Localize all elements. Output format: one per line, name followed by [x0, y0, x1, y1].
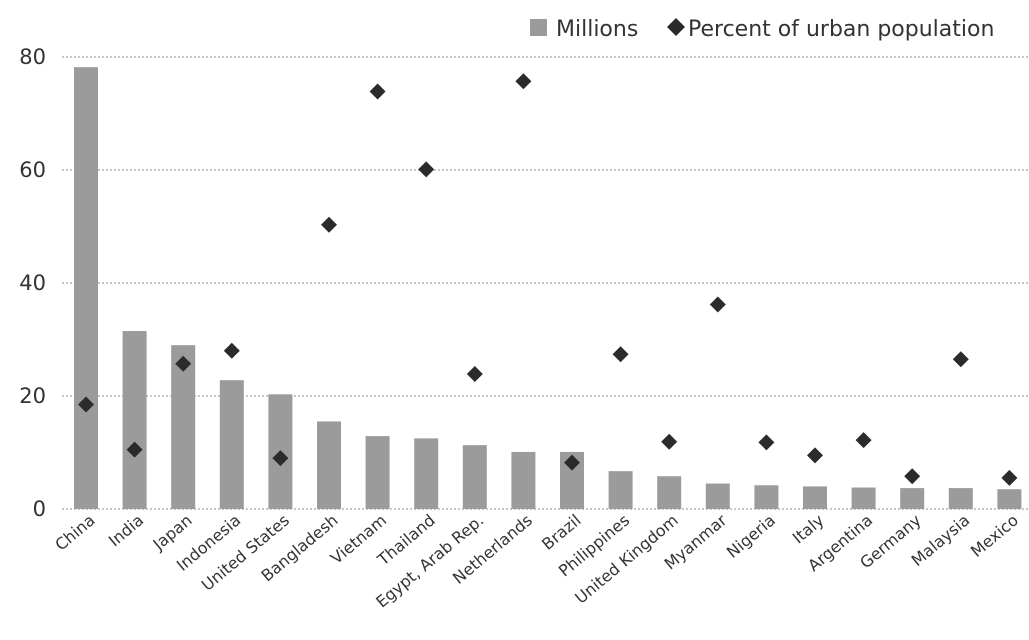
point-united-kingdom	[661, 433, 678, 450]
legend-label-millions: Millions	[556, 17, 638, 42]
point-brazil	[564, 454, 580, 471]
point-thailand	[418, 161, 435, 178]
bar-thailand	[414, 438, 439, 509]
point-germany	[904, 468, 921, 485]
gridlines	[62, 56, 1029, 510]
point-bangladesh	[321, 216, 337, 233]
y-tick-label: 40	[19, 271, 46, 295]
x-tick-label: Mexico	[967, 511, 1022, 561]
bar-germany	[900, 488, 925, 509]
y-axis-ticks: 0 20 40 60 80	[19, 45, 46, 521]
legend-swatch-millions	[530, 19, 547, 36]
point-netherlands	[515, 73, 532, 90]
x-tick-label: Nigeria	[723, 511, 779, 562]
bar-netherlands	[511, 451, 536, 509]
point-philippines	[612, 346, 629, 363]
bar-united-kingdom	[657, 476, 682, 509]
bar-series-millions	[74, 67, 1022, 510]
bar-argentina	[851, 487, 876, 509]
scatter-series-percent-urban	[78, 73, 1018, 486]
bar-china	[74, 67, 98, 510]
point-india	[126, 441, 143, 458]
bar-malaysia	[948, 488, 973, 509]
bar-indonesia	[219, 380, 244, 509]
bar-myanmar	[705, 483, 730, 509]
legend-label-percent-urban: Percent of urban population	[688, 17, 994, 42]
legend-swatch-percent-urban	[667, 18, 685, 36]
y-tick-label: 80	[19, 45, 46, 69]
bar-india	[122, 331, 147, 509]
point-united-states	[272, 450, 289, 467]
bar-vietnam	[365, 436, 390, 509]
point-argentina	[855, 432, 872, 449]
bar-japan	[171, 345, 196, 509]
point-china	[78, 396, 94, 413]
point-italy	[807, 447, 823, 464]
bar-egypt-arab-rep	[462, 445, 487, 509]
bar-philippines	[608, 471, 633, 509]
y-tick-label: 0	[33, 497, 46, 521]
point-vietnam	[369, 83, 386, 100]
point-egypt-arab-rep	[466, 365, 483, 382]
legend: Millions Percent of urban population	[530, 17, 994, 42]
bar-nigeria	[754, 485, 779, 509]
point-myanmar	[709, 296, 726, 313]
point-mexico	[1001, 469, 1018, 486]
y-tick-label: 20	[19, 384, 46, 408]
point-indonesia	[223, 342, 240, 359]
x-tick-label: Italy	[789, 511, 828, 548]
point-nigeria	[758, 434, 775, 451]
y-tick-label: 60	[19, 158, 46, 182]
x-tick-label: India	[105, 511, 147, 551]
bar-italy	[803, 486, 827, 509]
bar-bangladesh	[317, 421, 341, 509]
bar-mexico	[997, 489, 1022, 509]
point-malaysia	[952, 351, 969, 368]
x-tick-label: China	[51, 511, 98, 555]
point-japan	[175, 355, 192, 372]
